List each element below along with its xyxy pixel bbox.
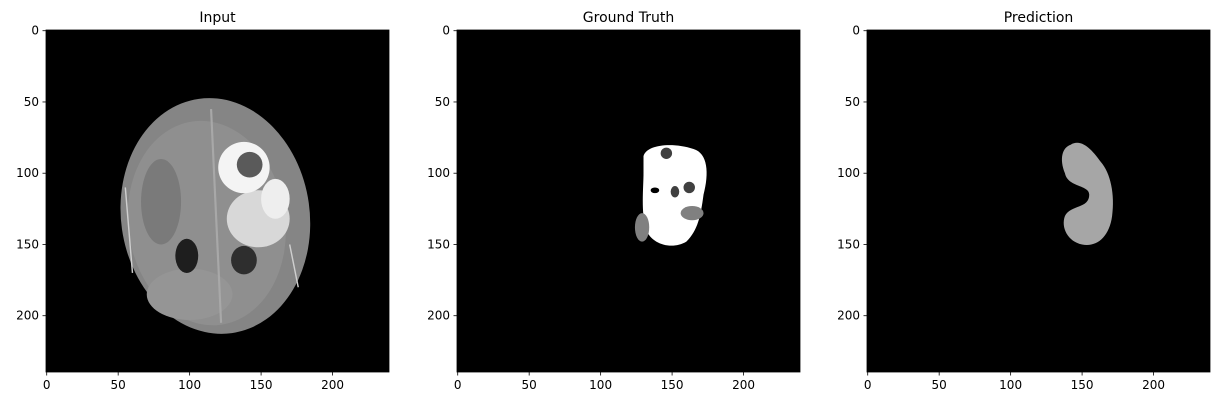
x-tick-label: 100	[589, 378, 612, 392]
x-tick-label: 200	[321, 378, 344, 392]
y-tick-label: 100	[16, 166, 39, 180]
axes-frame	[456, 29, 801, 373]
y-tick-label: 0	[852, 24, 860, 38]
x-tick-label: 100	[999, 378, 1022, 392]
x-tick-label: 50	[932, 378, 947, 392]
y-tick-label: 200	[837, 309, 860, 323]
x-tick-label: 150	[1071, 378, 1094, 392]
y-tick-label: 50	[845, 95, 860, 109]
panel-title: Ground Truth	[583, 10, 674, 26]
y-tick-label: 0	[31, 24, 39, 38]
x-tick-label: 100	[178, 378, 201, 392]
axes-frame	[866, 29, 1211, 373]
x-tick-label: 0	[864, 378, 872, 392]
x-tick-label: 200	[1142, 378, 1165, 392]
y-tick-label: 50	[24, 95, 39, 109]
y-tick-label: 100	[837, 166, 860, 180]
y-tick-label: 150	[427, 237, 450, 251]
x-tick-label: 200	[732, 378, 755, 392]
x-tick-label: 0	[454, 378, 462, 392]
y-tick-label: 100	[427, 166, 450, 180]
x-tick-label: 150	[661, 378, 684, 392]
x-tick-label: 150	[250, 378, 273, 392]
ground-truth-image	[457, 30, 800, 372]
y-tick-label: 150	[837, 237, 860, 251]
axes-frame	[45, 29, 390, 373]
y-tick-label: 50	[435, 95, 450, 109]
panel-title: Input	[199, 10, 236, 26]
x-tick-label: 50	[522, 378, 537, 392]
y-tick-label: 0	[442, 24, 450, 38]
y-tick-label: 200	[16, 309, 39, 323]
prediction-image	[867, 30, 1210, 372]
x-tick-label: 0	[43, 378, 51, 392]
panel-title: Prediction	[1004, 10, 1074, 26]
input-image	[46, 30, 389, 372]
y-tick-label: 150	[16, 237, 39, 251]
x-tick-label: 50	[111, 378, 126, 392]
y-tick-label: 200	[427, 309, 450, 323]
